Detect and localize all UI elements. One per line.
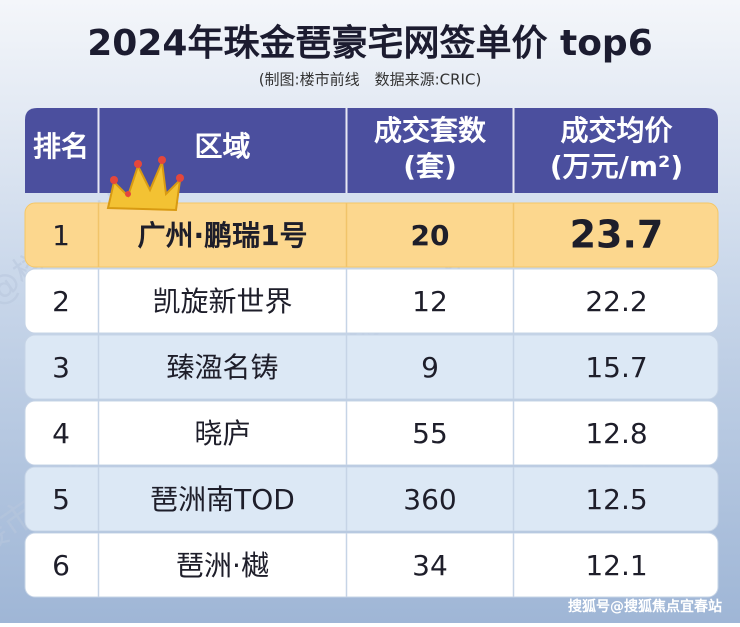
row-bg [24, 400, 719, 466]
cell: 15.7 [585, 351, 647, 384]
cell: 6 [52, 549, 70, 582]
row-bg [24, 268, 719, 334]
cell: 22.2 [585, 285, 647, 318]
cell: 5 [52, 483, 70, 516]
crown [106, 156, 184, 212]
cell: 臻溋名铸 [166, 351, 278, 384]
cell: 广州·鹏瑞1号 [137, 219, 307, 252]
cell: 凯旋新世界 [152, 285, 292, 318]
column-header: 区域 [194, 130, 250, 163]
cell: 12.8 [585, 417, 647, 450]
column-header: (万元/m²) [550, 150, 683, 183]
cell: 3 [52, 351, 70, 384]
cell: 34 [412, 549, 448, 582]
cell: 12.5 [585, 483, 647, 516]
title: 2024年珠金琶豪宅网签单价 top6 [87, 22, 653, 64]
cell: 琶洲·樾 [176, 549, 269, 582]
cell: 12.1 [585, 549, 647, 582]
column-header: 成交均价 [560, 114, 673, 147]
footer: 搜狐号@搜狐焦点宜春站 [568, 598, 722, 615]
column-header: 排名 [33, 130, 89, 163]
cell: 2 [52, 285, 70, 318]
cell: 55 [412, 417, 448, 450]
cell: 9 [421, 351, 439, 384]
row-bg [24, 334, 719, 400]
column-header: (套) [403, 150, 457, 183]
cell: 20 [411, 219, 450, 252]
cell: 1 [52, 219, 70, 252]
row-bg [24, 202, 719, 268]
cell: 4 [52, 417, 70, 450]
cell: 23.7 [570, 213, 664, 257]
header-bg [25, 108, 718, 193]
row-bg [24, 466, 719, 532]
row-bg [24, 532, 719, 598]
cell: 琶洲南TOD [150, 483, 295, 516]
table: 排名 区域 成交套数(套) 成交均价(万元/m²) 1 广州·鹏瑞1号 20 23.7 2 凯旋新… [24, 108, 719, 598]
cell: 12 [412, 285, 448, 318]
cell: 晓庐 [194, 417, 250, 450]
subtitle: (制图:楼市前线 数据来源:CRIC) [259, 71, 482, 89]
column-header: 成交套数 [374, 114, 487, 147]
cell: 360 [403, 483, 456, 516]
